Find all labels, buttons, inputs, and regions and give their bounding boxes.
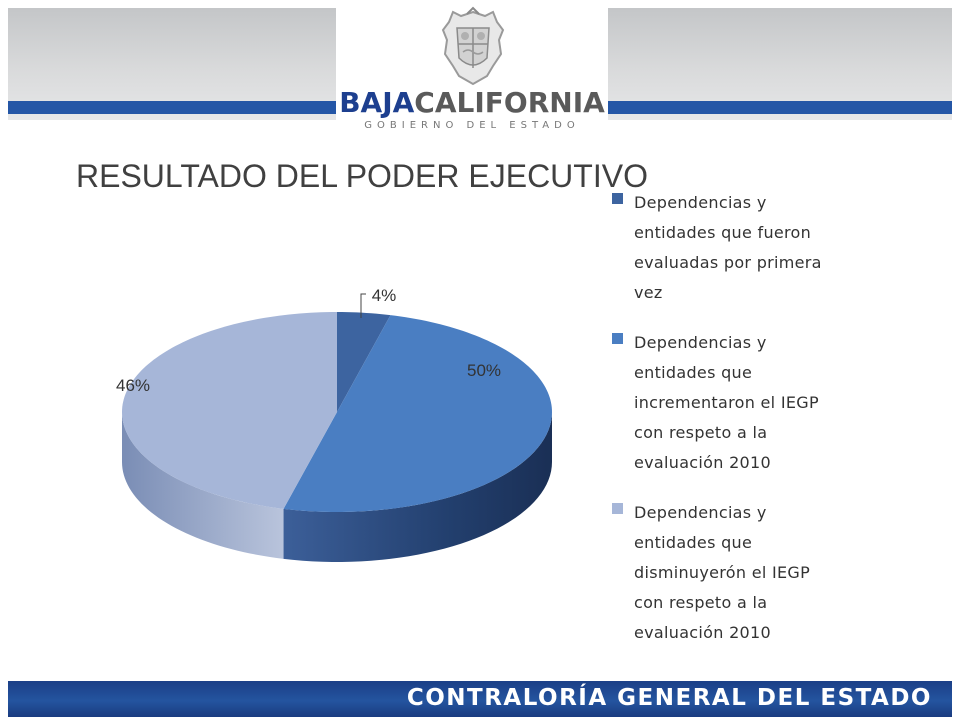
legend-text-line: evaluación 2010 bbox=[634, 623, 771, 642]
pie-slice-first-time-evaluated bbox=[337, 312, 391, 412]
brand-part-baja: BAJA bbox=[339, 86, 415, 119]
pie-slice-increased-iegp bbox=[283, 315, 552, 512]
chart-legend: Dependencias y entidades que fueron evalua… bbox=[612, 188, 882, 668]
legend-item-increased-iegp: Dependencias y entidades que incrementaron… bbox=[612, 328, 882, 478]
legend-item-first-time-evaluated: Dependencias y entidades que fueron evalua… bbox=[612, 188, 882, 308]
state-coat-of-arms-icon bbox=[441, 6, 505, 86]
leader-line bbox=[360, 293, 366, 318]
legend-swatch bbox=[612, 193, 623, 204]
legend-text-line: incrementaron el IEGP bbox=[634, 393, 819, 412]
brand-wordmark: BAJACALIFORNIA bbox=[336, 88, 608, 118]
legend-text-line: Dependencias y bbox=[634, 503, 767, 522]
legend-text-line: evaluación 2010 bbox=[634, 453, 771, 472]
legend-text-line: con respeto a la bbox=[634, 593, 768, 612]
pie-slice-decreased-iegp bbox=[122, 312, 337, 509]
pie-tops bbox=[122, 312, 552, 512]
footer-band: CONTRALORÍA GENERAL DEL ESTADO bbox=[8, 681, 952, 717]
legend-text-line: evaluadas por primera bbox=[634, 253, 822, 272]
legend-swatch bbox=[612, 333, 623, 344]
footer-title: CONTRALORÍA GENERAL DEL ESTADO bbox=[406, 685, 932, 711]
legend-text-line: disminuyerón el IEGP bbox=[634, 563, 811, 582]
legend-swatch bbox=[612, 503, 623, 514]
pie-labels: 4% 50% 46% bbox=[116, 286, 501, 395]
legend-text-line: vez bbox=[634, 283, 663, 302]
legend-text-line: Dependencias y bbox=[634, 333, 767, 352]
legend-text-line: entidades que fueron bbox=[634, 223, 812, 242]
data-label-first-time-evaluated: 4% bbox=[372, 286, 397, 305]
baja-california-logo: BAJACALIFORNIA GOBIERNO DEL ESTADO bbox=[336, 6, 608, 134]
pie-side-decreased-iegp bbox=[122, 412, 284, 559]
header-stripe-right bbox=[598, 101, 952, 114]
legend-text-line: entidades que bbox=[634, 533, 753, 552]
legend-text-line: entidades que bbox=[634, 363, 753, 382]
brand-subtitle: GOBIERNO DEL ESTADO bbox=[364, 120, 580, 131]
pie-sides bbox=[122, 412, 552, 562]
pie-side-increased-iegp bbox=[283, 412, 552, 562]
data-label-increased-iegp: 50% bbox=[467, 361, 501, 380]
header-stripe-left bbox=[8, 101, 348, 114]
slide-title: RESULTADO DEL PODER EJECUTIVO bbox=[76, 158, 648, 194]
legend-item-decreased-iegp: Dependencias y entidades que disminuyerón … bbox=[612, 498, 882, 648]
data-label-decreased-iegp: 46% bbox=[116, 376, 150, 395]
legend-text-line: Dependencias y bbox=[634, 193, 767, 212]
brand-part-california: CALIFORNIA bbox=[414, 86, 605, 119]
legend-text-line: con respeto a la bbox=[634, 423, 768, 442]
